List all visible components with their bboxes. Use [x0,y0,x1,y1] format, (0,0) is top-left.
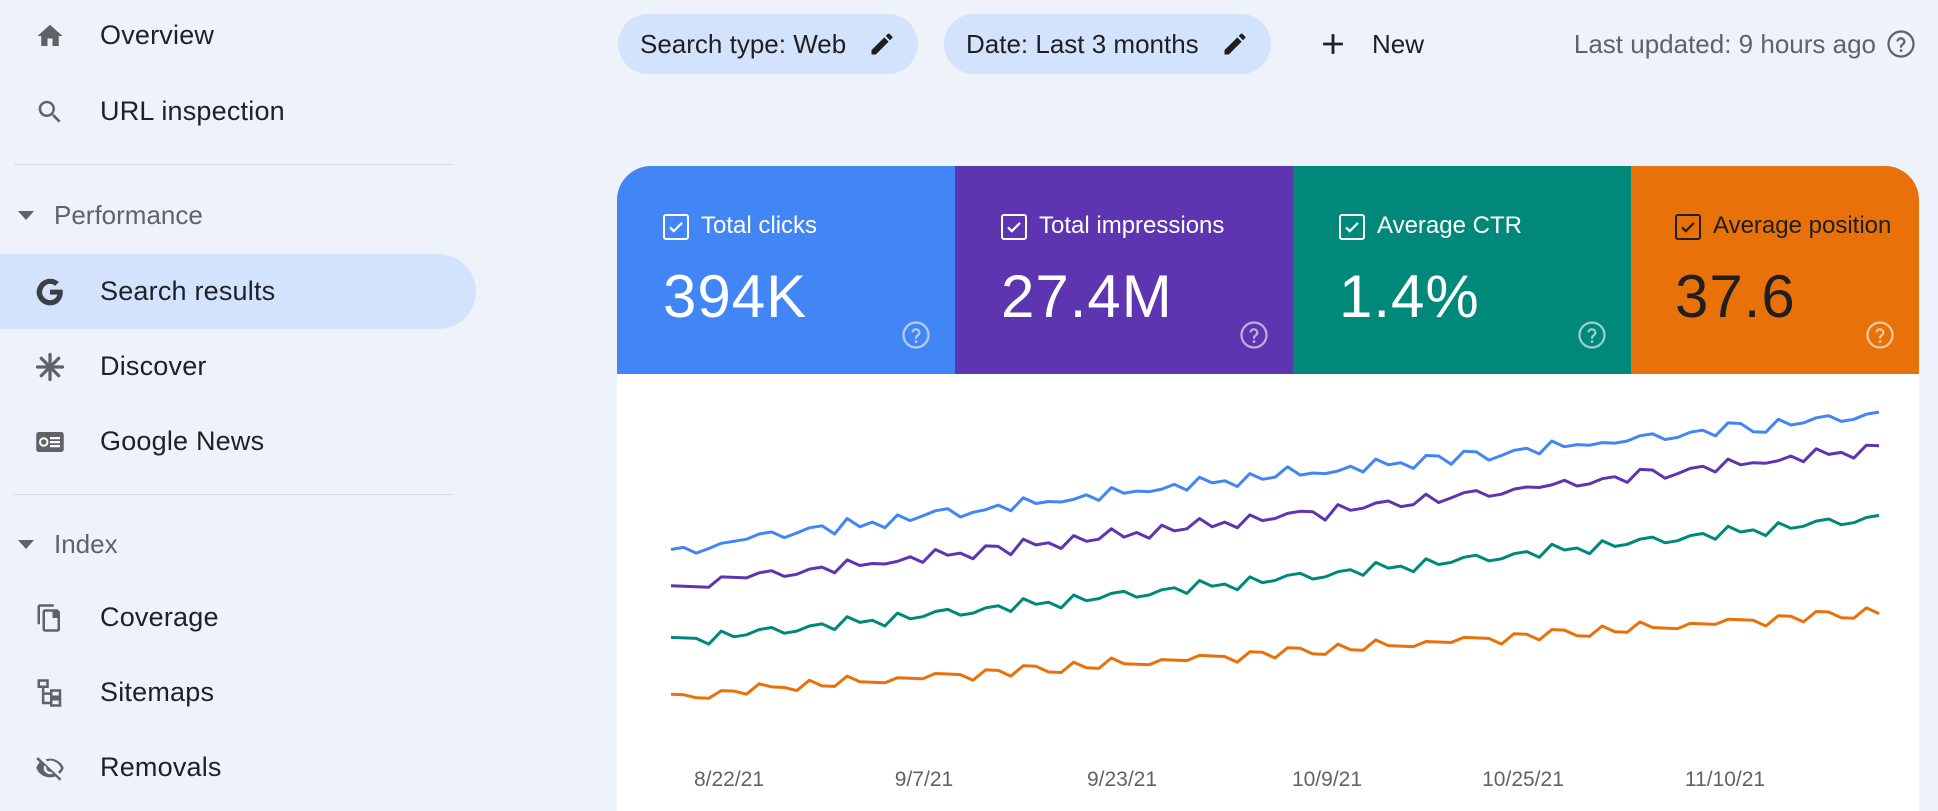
metric-title: Average CTR [1377,212,1522,239]
sitemap-icon [30,673,70,713]
x-axis-tick-label: 11/10/21 [1685,768,1765,791]
help-icon[interactable] [1865,320,1895,350]
sidebar-item-label: Removals [100,752,222,782]
help-icon[interactable] [1577,320,1607,350]
section-header-index[interactable]: Index [0,514,476,574]
caret-down-icon [18,539,34,549]
google-g-icon [30,272,70,312]
metric-cards: Total clicks 394K Total impressions 27.4… [617,166,1919,374]
search-type-chip[interactable]: Search type: Web [618,14,919,74]
sidebar-item-search-results[interactable]: Search results [0,254,476,329]
edit-pencil-icon[interactable] [1221,30,1249,58]
section-label: Index [54,528,118,559]
last-updated: Last updated: 9 hours ago [1574,14,1916,74]
search-icon [30,92,70,132]
checkbox-checked-icon[interactable] [1339,214,1365,240]
sidebar-item-label: Overview [100,20,215,50]
section-label: Performance [54,199,203,230]
sidebar-item-label: Google News [100,426,265,456]
sidebar-item-google-news[interactable]: Google News [0,404,476,479]
help-icon[interactable] [1239,320,1269,350]
chip-label: Date: Last 3 months [966,28,1199,59]
sidebar-item-label: URL inspection [100,96,285,126]
last-updated-text: Last updated: 9 hours ago [1573,28,1876,59]
sidebar-item-sitemaps[interactable]: Sitemaps [0,655,476,730]
help-icon[interactable] [901,320,931,350]
sidebar-item-discover[interactable]: Discover [0,329,476,404]
x-axis-tick-label: 8/22/21 [694,768,764,791]
performance-panel: Total clicks 394K Total impressions 27.4… [617,166,1919,811]
sidebar-divider [14,164,454,165]
x-axis-tick-label: 9/23/21 [1087,768,1157,791]
plus-icon [1316,27,1350,61]
sidebar-item-label: Sitemaps [100,677,215,707]
checkbox-checked-icon[interactable] [1675,214,1701,240]
chip-label: Search type: Web [640,28,847,59]
metric-title: Total clicks [701,212,818,239]
date-range-chip[interactable]: Date: Last 3 months [944,14,1271,74]
sidebar-divider [14,494,454,495]
series-line[interactable] [670,606,1880,700]
metric-card-total-clicks[interactable]: Total clicks 394K [617,166,955,374]
sidebar-item-label: Coverage [100,602,219,632]
metric-card-average-position[interactable]: Average position 37.6 [1631,166,1919,374]
performance-line-chart[interactable]: 8/22/21 9/7/21 9/23/21 10/9/21 10/25/21 11/10… [617,374,1919,811]
metric-value: 27.4M [1001,263,1173,330]
metric-card-average-ctr[interactable]: Average CTR 1.4% [1293,166,1631,374]
help-icon[interactable] [1886,29,1916,59]
edit-pencil-icon[interactable] [868,30,896,58]
eye-off-icon [30,748,70,788]
series-line[interactable] [670,513,1880,646]
metric-title: Average position [1713,212,1892,239]
checkbox-checked-icon[interactable] [663,214,689,240]
new-filter-button[interactable]: New [1316,14,1424,74]
sidebar-item-label: Discover [100,351,207,381]
x-axis-tick-label: 10/25/21 [1482,768,1564,791]
metric-value: 1.4% [1339,263,1480,330]
sidebar-item-removals[interactable]: Removals [0,730,476,805]
coverage-pages-icon [30,598,70,638]
section-header-performance[interactable]: Performance [0,185,476,245]
sidebar-item-label: Search results [100,276,276,306]
x-axis-tick-label: 10/9/21 [1292,768,1362,791]
metric-card-total-impressions[interactable]: Total impressions 27.4M [955,166,1293,374]
series-line[interactable] [670,410,1880,555]
news-icon [30,422,70,462]
sidebar-item-coverage[interactable]: Coverage [0,580,476,655]
sidebar: Overview URL inspection Performance Sear… [0,0,480,811]
caret-down-icon [18,210,34,220]
metric-value: 37.6 [1675,263,1796,330]
home-icon [30,16,70,56]
asterisk-icon [30,347,70,387]
sidebar-item-url-inspection[interactable]: URL inspection [0,74,476,149]
metric-value: 394K [663,263,808,330]
x-axis-tick-label: 9/7/21 [895,768,953,791]
sidebar-item-overview[interactable]: Overview [0,0,476,73]
new-button-label: New [1372,28,1425,59]
series-line[interactable] [670,443,1880,589]
metric-title: Total impressions [1039,212,1225,239]
checkbox-checked-icon[interactable] [1001,214,1027,240]
